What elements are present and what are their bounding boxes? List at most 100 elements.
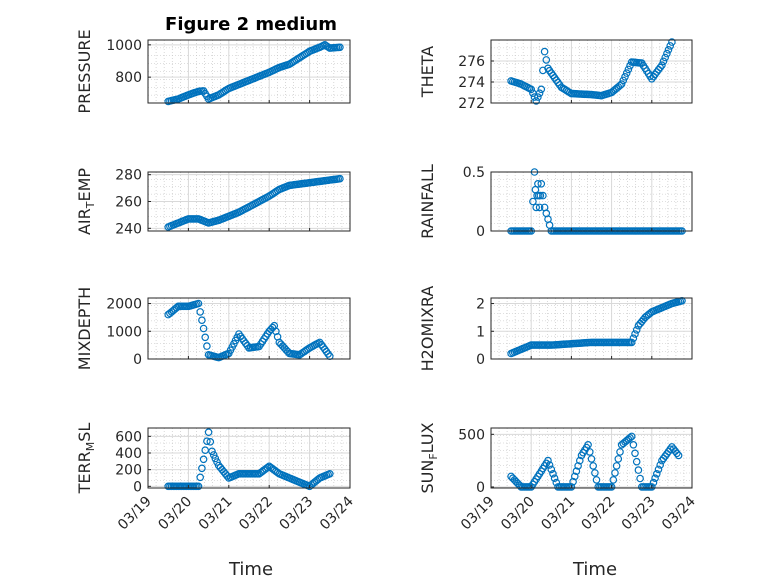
data-point bbox=[663, 49, 671, 58]
data-point bbox=[201, 333, 210, 342]
data-point bbox=[569, 477, 577, 486]
y-tick-label: 1 bbox=[476, 324, 485, 340]
data-point bbox=[574, 462, 582, 470]
data-point bbox=[527, 85, 536, 94]
y-tick-label: 1000 bbox=[106, 38, 142, 54]
data-point bbox=[616, 448, 624, 456]
data-point bbox=[632, 457, 641, 466]
data-point bbox=[198, 316, 206, 325]
y-axis-label: AIRTEMP bbox=[75, 168, 97, 235]
data-point bbox=[540, 47, 549, 56]
data-point bbox=[647, 483, 656, 491]
data-point bbox=[584, 440, 592, 449]
data-point bbox=[532, 203, 541, 212]
y-tick-label: 240 bbox=[115, 221, 142, 237]
y-tick-label: 280 bbox=[115, 168, 142, 184]
data-point bbox=[532, 97, 541, 105]
data-point bbox=[659, 57, 668, 66]
data-point bbox=[535, 203, 544, 212]
axes-frame bbox=[147, 427, 351, 489]
y-tick-label: 0 bbox=[133, 352, 142, 368]
data-point bbox=[668, 38, 676, 46]
y-tick-label: 2000 bbox=[106, 297, 142, 313]
x-tick-label: 03/20 bbox=[498, 494, 538, 534]
data-point bbox=[622, 69, 631, 77]
x-tick-label: 03/22 bbox=[236, 494, 276, 534]
data-point bbox=[621, 73, 629, 81]
data-point bbox=[624, 65, 633, 74]
data-point bbox=[585, 448, 594, 456]
data-point bbox=[612, 462, 621, 470]
data-point bbox=[544, 456, 552, 465]
axes-frame bbox=[490, 171, 693, 232]
data-series bbox=[507, 296, 686, 358]
data-point bbox=[549, 469, 557, 478]
data-point bbox=[674, 451, 683, 460]
data-point bbox=[626, 433, 634, 442]
subplot-rainfall: 0 0.5 RAINFALL bbox=[418, 164, 693, 240]
x-tick-label: 03/23 bbox=[619, 494, 659, 534]
data-point bbox=[535, 89, 544, 98]
x-tick-label: 03/24 bbox=[659, 493, 699, 533]
x-tick-label: 03/20 bbox=[155, 494, 195, 534]
data-point bbox=[336, 174, 344, 183]
y-tick-label: 2 bbox=[476, 297, 485, 313]
data-point bbox=[194, 299, 203, 308]
y-tick-label: 500 bbox=[458, 427, 485, 443]
y-tick-label: 600 bbox=[115, 429, 142, 445]
x-tick-label: 03/24 bbox=[317, 493, 357, 533]
data-point bbox=[611, 469, 619, 477]
data-point bbox=[209, 451, 218, 459]
y-tick-label: 400 bbox=[115, 446, 142, 462]
data-point bbox=[198, 464, 206, 473]
data-point bbox=[652, 469, 661, 478]
y-tick-label: 0 bbox=[476, 352, 485, 368]
data-point bbox=[589, 462, 598, 470]
subplot-air-temp: 240 260 280 AIRTEMP bbox=[75, 168, 351, 237]
y-tick-label: 0 bbox=[133, 479, 142, 495]
y-tick-label: 272 bbox=[458, 96, 485, 112]
y-tick-label: 0 bbox=[476, 224, 485, 240]
data-point bbox=[547, 465, 556, 474]
y-tick-label: 0.5 bbox=[463, 165, 485, 181]
data-point bbox=[534, 93, 542, 101]
data-point bbox=[629, 334, 638, 343]
y-tick-label: 800 bbox=[115, 70, 142, 86]
data-point bbox=[570, 472, 579, 481]
data-point bbox=[211, 454, 220, 463]
data-series bbox=[507, 432, 683, 491]
axes-frame bbox=[490, 297, 693, 360]
data-point bbox=[661, 53, 670, 62]
data-point bbox=[263, 463, 272, 472]
x-axis-label-left: Time bbox=[228, 559, 273, 580]
y-axis-label: PRESSURE bbox=[75, 29, 94, 113]
data-point bbox=[654, 465, 663, 474]
x-tick-label: 03/19 bbox=[458, 494, 498, 534]
y-axis-label: TERRMSL bbox=[75, 423, 97, 495]
data-point bbox=[591, 469, 599, 477]
data-point bbox=[325, 469, 334, 478]
data-point bbox=[196, 473, 205, 482]
data-point bbox=[550, 474, 559, 483]
y-tick-label: 260 bbox=[115, 195, 142, 211]
data-series bbox=[164, 40, 344, 106]
data-point bbox=[627, 432, 636, 441]
axes-frame bbox=[490, 39, 693, 104]
subplot-theta: 272 274 276 THETA bbox=[418, 38, 693, 112]
data-point bbox=[607, 483, 616, 491]
data-point bbox=[649, 478, 658, 487]
data-series bbox=[507, 38, 676, 105]
y-axis-label: THETA bbox=[418, 46, 437, 98]
data-point bbox=[203, 342, 211, 350]
data-point bbox=[631, 449, 639, 458]
y-axis-label: H2OMIXRA bbox=[418, 286, 437, 372]
axes-frame bbox=[147, 39, 351, 104]
data-point bbox=[529, 197, 537, 206]
data-point bbox=[194, 482, 203, 491]
data-point bbox=[213, 458, 221, 466]
y-axis-label: MIXDEPTH bbox=[75, 287, 94, 370]
y-tick-label: 1000 bbox=[106, 324, 142, 340]
data-point bbox=[609, 476, 618, 484]
